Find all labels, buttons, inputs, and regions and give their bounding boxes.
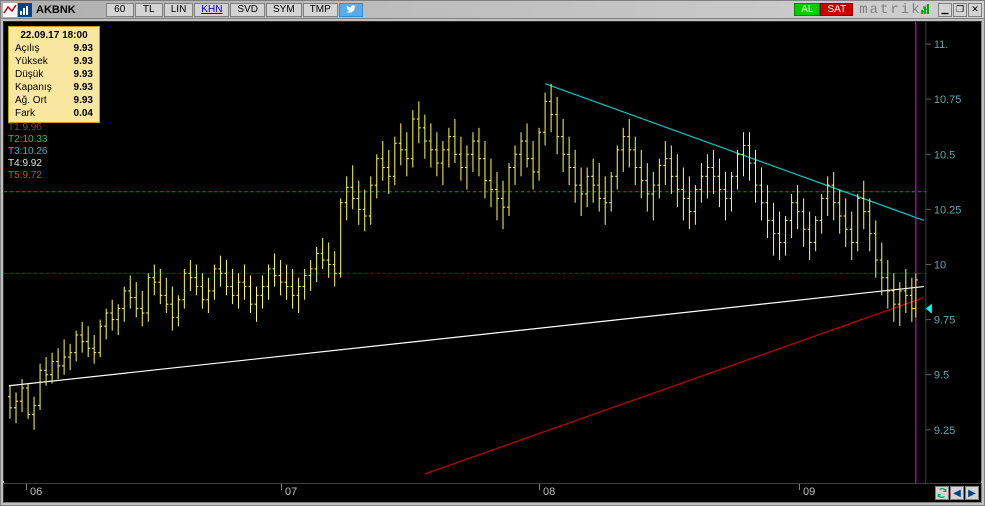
x-tick-label: 08: [543, 486, 555, 498]
ohlc-row: Yüksek 9.93: [15, 55, 93, 68]
ohlc-value: 9.93: [74, 68, 93, 81]
target-line-label: T3:10.26: [8, 146, 47, 158]
chart-area[interactable]: 11. 10.75 10.5 10.25 10 9.75 9.5 9.25 22.09.17 …: [3, 21, 982, 481]
y-tick-label: 10.75: [934, 94, 962, 106]
ohlc-row: Düşük 9.93: [15, 68, 93, 81]
ohlc-row: Fark 0.04: [15, 107, 93, 120]
ohlc-value: 9.93: [74, 81, 93, 94]
buy-button[interactable]: AL: [794, 3, 820, 16]
ohlc-value: 0.04: [74, 107, 93, 120]
refresh-button[interactable]: [935, 486, 949, 500]
twitter-button[interactable]: [339, 3, 363, 17]
titlebar-app-icons: [3, 3, 32, 17]
y-tick-label: 9.75: [934, 315, 955, 327]
ohlc-value: 9.93: [74, 94, 93, 107]
ohlc-box: 22.09.17 18:00 Açılış9.93Yüksek9.93Düşük…: [8, 26, 100, 123]
x-tick-label: 07: [285, 486, 297, 498]
y-tick-label: 11.: [934, 39, 948, 51]
ohlc-row: Ağ. Ort 9.93: [15, 94, 93, 107]
ohlc-datetime: 22.09.17 18:00: [15, 29, 93, 42]
ohlc-row: Açılış 9.93: [15, 42, 93, 55]
y-tick-label: 10: [934, 259, 946, 271]
signal-icon: [921, 2, 931, 14]
svd-button[interactable]: SVD: [230, 3, 265, 17]
app-icon-2: [18, 3, 32, 17]
target-line-label: T2:10.33: [8, 134, 47, 146]
ohlc-label: Yüksek: [15, 55, 48, 68]
scroll-left-button[interactable]: ◀: [950, 486, 964, 500]
price-chart: 11. 10.75 10.5 10.25 10 9.75 9.5 9.25: [4, 22, 981, 485]
x-axis: ◀ ▶ 06 07 08 09: [3, 483, 982, 503]
y-tick-label: 10.5: [934, 149, 955, 161]
tl-button[interactable]: TL: [135, 3, 163, 17]
khn-button[interactable]: KHN: [194, 3, 229, 17]
timeframe-button[interactable]: 60: [106, 3, 134, 17]
restore-button[interactable]: ❐: [953, 3, 967, 17]
y-tick-label: 9.5: [934, 370, 949, 382]
target-line-label: T4:9.92: [8, 158, 47, 170]
scroll-right-button[interactable]: ▶: [965, 486, 979, 500]
ohlc-label: Fark: [15, 107, 35, 120]
chart-window: AKBNK 60 TL LIN KHN SVD SYM TMP AL SAT m…: [0, 0, 985, 506]
ohlc-value: 9.93: [74, 42, 93, 55]
y-tick-label: 9.25: [934, 425, 955, 437]
target-line-label: T5:9.72: [8, 170, 47, 182]
ohlc-value: 9.93: [74, 55, 93, 68]
ohlc-label: Düşük: [15, 68, 43, 81]
window-controls: ▁ ❐ ✕: [938, 3, 982, 17]
ohlc-label: Ağ. Ort: [15, 94, 47, 107]
tmp-button[interactable]: TMP: [303, 3, 338, 17]
target-labels: T1:9.96T2:10.33T3:10.26T4:9.92T5:9.72: [8, 122, 47, 182]
refresh-icon: [937, 488, 947, 498]
minimize-button[interactable]: ▁: [938, 3, 952, 17]
lin-button[interactable]: LIN: [164, 3, 194, 17]
y-tick-label: 10.25: [934, 204, 962, 216]
x-tick-label: 06: [30, 486, 42, 498]
sell-button[interactable]: SAT: [820, 3, 853, 16]
sym-button[interactable]: SYM: [266, 3, 302, 17]
ohlc-row: Kapanış 9.93: [15, 81, 93, 94]
twitter-icon: [346, 4, 356, 14]
titlebar: AKBNK 60 TL LIN KHN SVD SYM TMP AL SAT m…: [1, 1, 984, 19]
close-button[interactable]: ✕: [968, 3, 982, 17]
app-icon-1: [3, 3, 17, 17]
x-tick-label: 09: [803, 486, 815, 498]
ohlc-label: Kapanış: [15, 81, 52, 94]
target-line-label: T1:9.96: [8, 122, 47, 134]
ohlc-label: Açılış: [15, 42, 39, 55]
nav-icons: ◀ ▶: [935, 486, 979, 500]
ticker-symbol: AKBNK: [36, 4, 76, 16]
